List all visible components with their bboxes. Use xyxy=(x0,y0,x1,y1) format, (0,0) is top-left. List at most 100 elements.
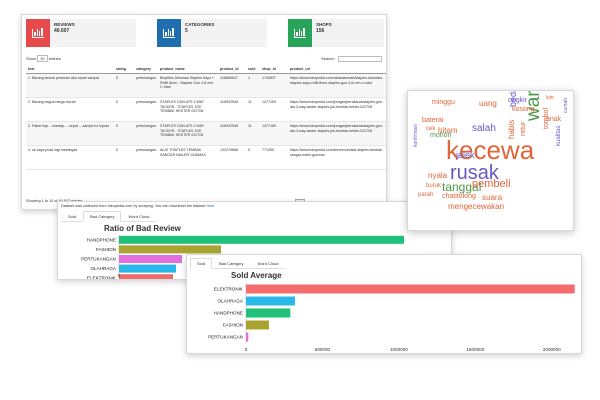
cloud-word: ongkir xyxy=(508,97,528,104)
reviews-table: text rating category product_name produc… xyxy=(26,65,386,170)
stat-box-shops: SHOPS 156 xyxy=(288,19,384,47)
cell-product-url: https://www.tokopedia.com/kenmmon/alat-s… xyxy=(288,145,386,170)
cloud-word: pembeli xyxy=(472,178,511,190)
column-header[interactable]: category xyxy=(134,65,158,74)
dataset-download-link[interactable]: here xyxy=(206,204,215,208)
category-label: FASHION xyxy=(223,323,243,328)
cell-product-url: https://www.tokopedia.com/juraganjoeraka… xyxy=(288,97,386,122)
bad-panel-tabs: Sold Bad Category Word Cloud xyxy=(61,211,157,222)
column-header[interactable]: sold xyxy=(246,65,260,74)
cloud-word: chatitolong xyxy=(442,193,476,200)
stat-label: REVIEWS xyxy=(54,22,75,27)
tab-word-cloud[interactable]: Word Cloud xyxy=(121,211,157,222)
tab-bad-category[interactable]: Bad Category xyxy=(212,258,251,269)
cell-product-name: Blopfiles Dekorasi Staples Kayu + Refill… xyxy=(158,73,218,98)
cloud-word: hitam xyxy=(438,126,458,135)
cloud-word: kualitas xyxy=(556,125,562,146)
review-text: ok saya puas lagi mantingas xyxy=(32,148,78,152)
bar xyxy=(119,264,176,273)
cell-shop-id: 1477169 xyxy=(260,121,288,146)
stat-icon-bg xyxy=(26,19,50,47)
table-header-row: text rating category product_name produc… xyxy=(26,65,386,74)
chart-title: Ratio of Bad Review xyxy=(104,224,182,233)
cloud-word: tanggal xyxy=(442,180,482,194)
bar xyxy=(246,308,291,318)
cell-text: 4 ok saya puas lagi mantingas xyxy=(26,145,114,170)
stat-value: 5 xyxy=(185,28,188,34)
bar xyxy=(119,255,182,263)
cell-category: pertukangan xyxy=(134,145,158,170)
bar xyxy=(119,274,173,279)
row-number: 1 xyxy=(28,76,32,80)
column-header[interactable]: rating xyxy=(114,65,134,74)
bar-chart-icon xyxy=(32,27,44,38)
cloud-word: parah xyxy=(418,192,434,198)
cloud-word: buruk xyxy=(426,183,442,189)
cell-rating: 5 xyxy=(114,145,134,170)
cloud-word: jelek xyxy=(456,150,475,160)
bar xyxy=(246,296,295,306)
stat-box-categories: CATEGORIES 5 xyxy=(157,19,267,47)
tab-bad-category[interactable]: Bad Category xyxy=(83,211,122,222)
category-label: ELEKTRONIK xyxy=(214,287,244,292)
column-header[interactable]: shop_id xyxy=(260,65,288,74)
cell-shop-id: 1477169 xyxy=(260,97,288,122)
category-label: PERTUKANGAN xyxy=(81,257,116,262)
search-input[interactable] xyxy=(338,55,382,62)
cell-product-url: https://www.tokopedia.com/juraganjoeraka… xyxy=(288,121,386,146)
cell-product-id: 416932545 xyxy=(218,121,246,146)
table-row: 2 Barang bagus harga murah 5 pertukangan… xyxy=(26,97,386,122)
stat-value: 156 xyxy=(316,28,325,34)
cell-text: 1 Barang sesuai pesanan dan cepat sampai xyxy=(26,73,114,98)
cell-category: pertukangan xyxy=(134,121,158,146)
row-number: 2 xyxy=(28,100,32,104)
x-tick-label: 2000000 xyxy=(543,347,561,352)
cloud-word: cek xyxy=(426,126,436,132)
cell-rating: 5 xyxy=(114,121,134,146)
tab-sold[interactable]: Sold xyxy=(190,258,213,269)
tab-sold[interactable]: Sold xyxy=(61,211,84,222)
cloud-word: mohon xyxy=(430,132,452,139)
category-label: FASHION xyxy=(96,247,116,252)
table-info: Showing 1 to 10 of 40,607 entries xyxy=(26,199,83,203)
review-text: Paket tiap... mantap.....cepat.....sampe… xyxy=(32,124,110,128)
stat-icon-bg xyxy=(157,19,181,47)
bad-review-chart: Ratio of Bad Review HANDPHONE FASHION PERTU… xyxy=(81,224,404,279)
column-header[interactable]: product_name xyxy=(158,65,218,74)
row-number: 3 xyxy=(28,124,32,128)
column-header[interactable]: product_url xyxy=(288,65,386,74)
column-header[interactable]: text xyxy=(26,65,114,74)
cell-rating: 5 xyxy=(114,97,134,122)
entries-control: Show 10 entries xyxy=(26,55,61,62)
cloud-word: suara xyxy=(482,193,503,202)
word-cloud-panel: kecewa rusak warna tanggal pembeli salah menge… xyxy=(407,90,574,231)
cloud-word: uang xyxy=(479,99,497,108)
x-tick-label: 1000000 xyxy=(390,347,408,352)
bar-chart-icon xyxy=(294,27,306,38)
cloud-word: tombol xyxy=(543,107,550,129)
entries-select[interactable]: 10 xyxy=(37,55,48,62)
x-tick-label: 1500000 xyxy=(466,347,484,352)
bar xyxy=(119,245,221,254)
category-label: HANDPHONE xyxy=(87,237,116,242)
sold-panel-tabs: Sold Bad Category Word Cloud xyxy=(190,258,286,269)
cloud-word: kecewa xyxy=(446,135,535,165)
column-header[interactable]: product_id xyxy=(218,65,246,74)
stat-box-reviews: REVIEWS 40.607 xyxy=(26,19,136,47)
sold-average-panel: Sold Bad Category Word Cloud Sold Averag… xyxy=(186,254,582,354)
row-number: 4 xyxy=(28,148,32,152)
chart-title: Sold Average xyxy=(231,271,282,280)
review-text: Barang bagus harga murah xyxy=(32,100,76,104)
cell-text: 2 Barang bagus harga murah xyxy=(26,97,114,122)
stat-label: CATEGORIES xyxy=(185,22,215,27)
bar xyxy=(246,320,269,330)
bar-chart-icon xyxy=(163,27,175,38)
category-label: HANDPHONE xyxy=(214,311,243,316)
table-row: 4 ok saya puas lagi mantingas 5 pertukan… xyxy=(26,145,386,170)
entries-label: entries xyxy=(48,56,61,61)
search-label: Search: xyxy=(321,55,335,61)
cloud-word: kosong xyxy=(512,106,535,113)
cloud-word: nyala xyxy=(428,171,448,180)
stat-boxes: REVIEWS 40.607 CATEGORIES 5 SHOPS 156 xyxy=(22,15,386,49)
tab-word-cloud[interactable]: Word Cloud xyxy=(250,258,286,269)
